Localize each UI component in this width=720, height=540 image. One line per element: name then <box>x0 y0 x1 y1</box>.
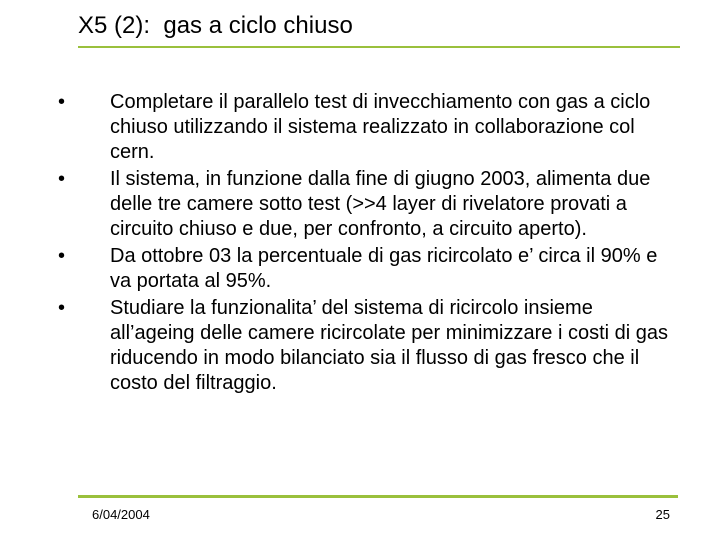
footer-divider <box>78 495 678 498</box>
bullet-mark: • <box>58 167 110 192</box>
slide-container: X5 (2): gas a ciclo chiuso • Completare … <box>0 0 720 540</box>
footer-date: 6/04/2004 <box>92 507 150 522</box>
bullet-mark: • <box>58 90 110 115</box>
body-area: • Completare il parallelo test di invecc… <box>58 90 668 398</box>
slide-title: X5 (2): gas a ciclo chiuso <box>78 12 680 44</box>
bullet-item: • Da ottobre 03 la percentuale di gas ri… <box>58 244 668 294</box>
bullet-text: Il sistema, in funzione dalla fine di gi… <box>110 167 668 242</box>
bullet-text: Da ottobre 03 la percentuale di gas rici… <box>110 244 668 294</box>
bullet-mark: • <box>58 244 110 269</box>
title-underline <box>78 46 680 48</box>
bullet-item: • Il sistema, in funzione dalla fine di … <box>58 167 668 242</box>
bullet-text: Completare il parallelo test di invecchi… <box>110 90 668 165</box>
footer-page-number: 25 <box>656 507 670 522</box>
bullet-item: • Studiare la funzionalita’ del sistema … <box>58 296 668 396</box>
bullet-text: Studiare la funzionalita’ del sistema di… <box>110 296 668 396</box>
bullet-item: • Completare il parallelo test di invecc… <box>58 90 668 165</box>
title-area: X5 (2): gas a ciclo chiuso <box>78 12 680 44</box>
bullet-mark: • <box>58 296 110 321</box>
